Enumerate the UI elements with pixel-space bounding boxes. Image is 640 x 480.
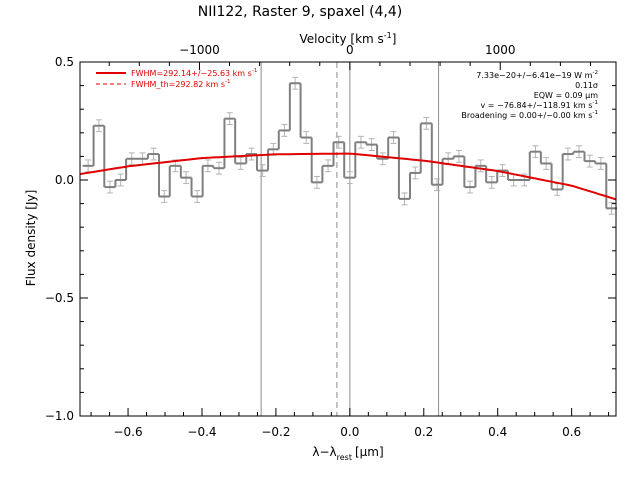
y-axis-label: Flux density [Jy] — [24, 190, 38, 287]
x-axis-label-unit: [μm] — [355, 445, 384, 459]
annotation-2: EQW = 0.09 μm — [534, 91, 598, 100]
x-axis-label-sub: rest — [337, 453, 352, 462]
legend-label-1-main: FWHM_th=292.82 km s — [131, 80, 225, 89]
x-tick-label: 0.0 — [340, 425, 359, 439]
x-tick-label: 0.6 — [562, 425, 581, 439]
x-axis-label: λ−λrest [μm] — [312, 445, 383, 462]
y-tick-label: 0.5 — [55, 55, 74, 69]
axes-frame — [79, 61, 617, 417]
top-axis-label: Velocity [km s-1] — [300, 31, 397, 46]
annotation-4: Broadening = 0.00+/−0.00 km s-1 — [461, 110, 598, 120]
top-tick-label: 0 — [346, 43, 354, 57]
top-axis-label-text: Velocity [km s — [300, 32, 384, 46]
top-axis-label-end: ] — [392, 32, 397, 46]
legend-label-0-main: FWHM=292.14+/−25.63 km s — [131, 69, 252, 78]
annotation-3-sup: -1 — [592, 100, 598, 106]
legend-label-1-sup: -1 — [225, 79, 231, 85]
annotation-1: 0.11σ — [575, 81, 598, 90]
legend-label-0-sup: -1 — [252, 68, 258, 74]
x-tick-label: −0.4 — [187, 425, 216, 439]
annotation-2-main: EQW = 0.09 μm — [534, 91, 598, 100]
annotation-1-main: 0.11σ — [575, 81, 598, 90]
fit-line — [79, 152, 617, 201]
annotation-0-main: 7.33e−20+/−6.41e−19 W m — [476, 71, 592, 80]
y-tick-label: −1.0 — [45, 409, 74, 423]
y-tick-label: −0.5 — [45, 291, 74, 305]
x-tick-label: −0.2 — [261, 425, 290, 439]
annotation-0: 7.33e−20+/−6.41e−19 W m-2 — [476, 70, 598, 80]
plot-area: −0.6 −0.4 −0.2 0.0 0.2 0.4 0.6 −1.0 −0.5 0.0 0.5 −1… — [45, 43, 618, 439]
annotation-3: v = −76.84+/−118.91 km s-1 — [481, 100, 599, 110]
top-axis-label-sup: -1 — [384, 31, 392, 40]
top-tick-label: 1000 — [485, 43, 516, 57]
x-axis-label-text: λ−λ — [312, 445, 336, 459]
annotation-3-main: v = −76.84+/−118.91 km s — [481, 101, 593, 110]
annotation-4-main: Broadening = 0.00+/−0.00 km s — [461, 111, 592, 120]
top-tick-label: −1000 — [179, 43, 220, 57]
legend-label-0: FWHM=292.14+/−25.63 km s-1 — [131, 68, 258, 78]
x-tick-label: 0.4 — [488, 425, 507, 439]
legend: FWHM=292.14+/−25.63 km s-1FWHM_th=292.82… — [96, 68, 258, 89]
annotation-4-sup: -1 — [592, 110, 598, 116]
legend-label-1: FWHM_th=292.82 km s-1 — [131, 79, 231, 89]
annotation-0-sup: -2 — [592, 70, 598, 76]
x-tick-label: 0.2 — [414, 425, 433, 439]
y-tick-label: 0.0 — [55, 173, 74, 187]
x-tick-label: −0.6 — [113, 425, 142, 439]
chart-title: NII122, Raster 9, spaxel (4,4) — [198, 4, 403, 20]
